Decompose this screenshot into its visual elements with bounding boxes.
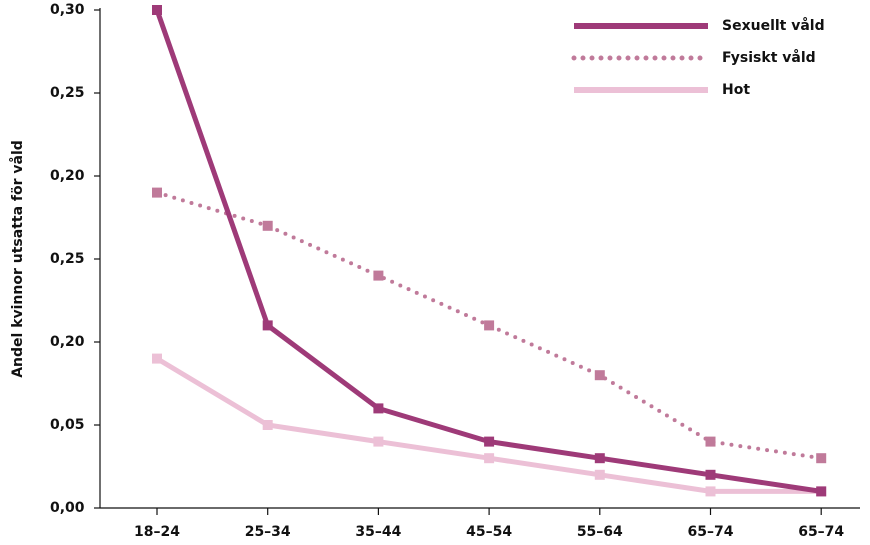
legend-label: Hot <box>722 82 750 98</box>
point <box>816 453 827 464</box>
x-tick-label: 25–34 <box>245 524 291 540</box>
y-tick-label: 0,25 <box>50 85 85 101</box>
point <box>373 403 384 414</box>
point <box>152 353 162 364</box>
x-tick-label: 35–44 <box>355 524 401 540</box>
point <box>484 436 495 447</box>
point <box>705 436 716 447</box>
point <box>262 320 273 331</box>
point <box>152 187 162 198</box>
point <box>152 5 162 15</box>
x-tick-label: 18–24 <box>134 524 180 540</box>
point <box>705 486 716 497</box>
point <box>594 453 605 464</box>
series-line <box>155 356 822 494</box>
point <box>484 320 495 331</box>
y-tick-label: 0,20 <box>50 168 85 184</box>
x-tick-label: 65–74 <box>688 524 734 540</box>
y-tick-label: 0,25 <box>50 251 85 267</box>
x-tick-label: 45–54 <box>466 524 512 540</box>
point <box>262 420 273 430</box>
y-tick-label: 0,00 <box>50 500 85 516</box>
point <box>373 270 384 281</box>
point <box>816 486 827 497</box>
point <box>373 436 384 447</box>
point <box>484 453 495 464</box>
point <box>594 370 605 381</box>
legend-label: Fysiskt våld <box>722 49 816 66</box>
x-tick-label: 55–64 <box>577 524 623 540</box>
x-tick-label: 65–74 <box>798 524 844 540</box>
legend-label: Sexuellt våld <box>722 17 825 34</box>
point <box>705 469 716 480</box>
y-tick-label: 0,05 <box>50 417 85 433</box>
point <box>262 220 273 231</box>
y-tick-label: 0,30 <box>50 2 85 18</box>
y-axis-label: Andel kvinnor utsatta för våld <box>9 140 26 378</box>
point <box>594 469 605 480</box>
y-tick-label: 0,20 <box>50 334 85 350</box>
